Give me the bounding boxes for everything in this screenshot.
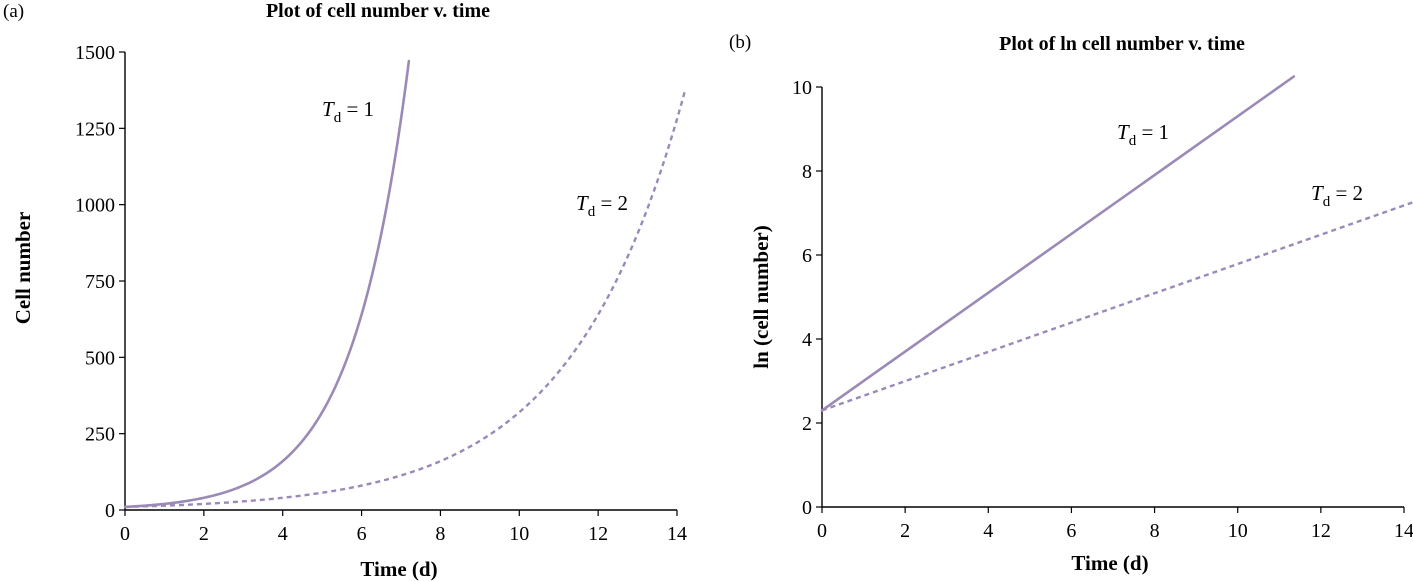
- y-tick-label: 0: [105, 500, 115, 522]
- x-tick-label: 4: [278, 523, 288, 545]
- y-tick-label: 4: [802, 329, 812, 351]
- panel-a-x-axis-title: Time (d): [360, 557, 437, 581]
- panel-b-x-ticks: 0 2 4 6 8 10 12 14: [817, 507, 1413, 542]
- y-tick-label: 2: [802, 413, 812, 435]
- y-tick-label: 1250: [75, 118, 115, 140]
- panel-b-td1-label: Td = 1: [1117, 120, 1169, 149]
- x-tick-label: 14: [1394, 520, 1413, 542]
- panel-a: (a) Plot of cell number v. time Time (d)…: [3, 0, 687, 581]
- y-tick-label: 250: [85, 424, 115, 446]
- panel-a-y-ticks: 0 250 500 750 1000 1250 1500: [75, 42, 125, 522]
- panel-a-y-axis-title: Cell number: [11, 212, 35, 325]
- panel-a-label: (a): [3, 1, 24, 22]
- panel-b-y-ticks: 0 2 4 6 8 10: [792, 77, 822, 519]
- panel-a-td1-label: Td = 1: [322, 97, 374, 126]
- x-tick-label: 6: [1066, 520, 1076, 542]
- x-tick-label: 12: [588, 523, 608, 545]
- panel-a-td2-label: Td = 2: [576, 191, 628, 220]
- panel-b-label: (b): [729, 32, 751, 53]
- x-tick-label: 0: [120, 523, 130, 545]
- x-tick-label: 2: [900, 520, 910, 542]
- y-tick-label: 1000: [75, 195, 115, 217]
- x-tick-label: 14: [667, 523, 687, 545]
- series-line-td2: [124, 90, 687, 509]
- x-tick-label: 4: [983, 520, 993, 542]
- panel-b-x-axis-title: Time (d): [1071, 551, 1148, 575]
- x-tick-label: 10: [509, 523, 529, 545]
- x-tick-label: 12: [1311, 520, 1331, 542]
- y-tick-label: 8: [802, 161, 812, 183]
- x-tick-label: 6: [357, 523, 367, 545]
- panel-b: (b) Plot of ln cell number v. time Time …: [729, 32, 1413, 575]
- panel-b-series: [820, 75, 1413, 412]
- y-tick-label: 500: [85, 347, 115, 369]
- panel-a-title: Plot of cell number v. time: [266, 0, 490, 22]
- y-tick-label: 750: [85, 271, 115, 293]
- x-tick-label: 0: [817, 520, 827, 542]
- y-tick-label: 6: [802, 245, 812, 267]
- x-tick-label: 8: [1150, 520, 1160, 542]
- y-tick-label: 10: [792, 77, 812, 99]
- panel-b-title: Plot of ln cell number v. time: [999, 33, 1245, 55]
- series-line-td1: [123, 59, 411, 509]
- series-line-td1: [820, 75, 1296, 412]
- panel-a-series: [123, 59, 687, 509]
- panel-b-y-axis-title: ln (cell number): [749, 225, 773, 368]
- y-tick-label: 0: [802, 497, 812, 519]
- y-tick-label: 1500: [75, 42, 115, 64]
- panel-b-td2-label: Td = 2: [1311, 181, 1363, 210]
- x-tick-label: 8: [435, 523, 445, 545]
- panel-a-x-ticks: 0 2 4 6 8 10 12 14: [120, 510, 687, 545]
- series-line-td2: [821, 201, 1413, 412]
- x-tick-label: 10: [1228, 520, 1248, 542]
- x-tick-label: 2: [199, 523, 209, 545]
